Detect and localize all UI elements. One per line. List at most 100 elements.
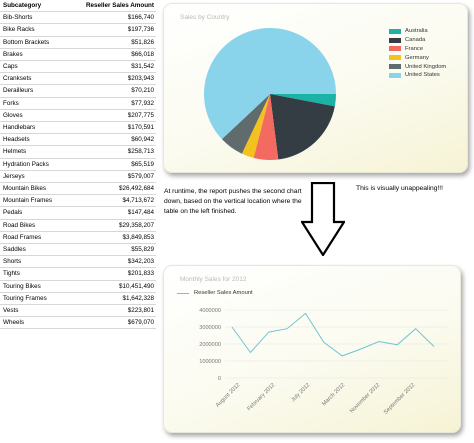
pie-slice-united-states bbox=[204, 27, 336, 140]
subcategory-cell: Caps bbox=[0, 60, 75, 74]
sales-amount-cell: $51,826 bbox=[75, 36, 156, 49]
y-tick-label: 0 bbox=[218, 376, 221, 382]
legend-item: Australia bbox=[389, 27, 446, 36]
subcategory-cell: Road Bikes bbox=[0, 219, 75, 232]
subcategory-cell: Vests bbox=[0, 304, 75, 318]
table-row: Saddles $55,829 bbox=[0, 243, 156, 257]
subcategory-cell: Pedals bbox=[0, 206, 75, 220]
table-row: Gloves $207,775 bbox=[0, 109, 156, 123]
subcategory-cell: Bottom Brackets bbox=[0, 36, 75, 49]
table-row: Shorts $342,203 bbox=[0, 255, 156, 269]
legend-swatch bbox=[389, 37, 401, 43]
chart-title: Monthly Sales for 2012 bbox=[180, 276, 247, 283]
table-row: Pedals $147,484 bbox=[0, 206, 156, 220]
sales-amount-cell: $679,070 bbox=[75, 316, 156, 330]
legend-swatch bbox=[389, 64, 401, 70]
sales-amount-cell: $579,007 bbox=[75, 170, 156, 184]
subcategory-cell: Handlebars bbox=[0, 121, 75, 135]
table-row: Brakes $66,018 bbox=[0, 48, 156, 62]
table-row: Derailleurs $70,210 bbox=[0, 84, 156, 98]
subcategory-cell: Headsets bbox=[0, 133, 75, 147]
legend-swatch bbox=[389, 28, 401, 34]
table-row: Caps $31,542 bbox=[0, 60, 156, 74]
subcategory-cell: Hydration Packs bbox=[0, 158, 75, 171]
sales-by-country-chart-card: Sales by Country Australia Canada France Ge… bbox=[163, 3, 468, 173]
sales-amount-cell: $66,018 bbox=[75, 48, 156, 62]
legend-label: France bbox=[405, 45, 424, 52]
sales-amount-cell: $55,829 bbox=[75, 243, 156, 257]
sales-amount-cell: $201,833 bbox=[75, 267, 156, 281]
y-tick-label: 3000000 bbox=[199, 325, 221, 331]
table-header-row: Subcategory Reseller Sales Amount bbox=[0, 0, 156, 13]
sales-amount-cell: $4,713,672 bbox=[75, 194, 156, 208]
subcategory-cell: Bib-Shorts bbox=[0, 11, 75, 25]
sales-amount-cell: $1,642,328 bbox=[75, 292, 156, 306]
subcategory-cell: Tights bbox=[0, 267, 75, 281]
sales-amount-cell: $70,210 bbox=[75, 84, 156, 98]
subcategory-cell: Gloves bbox=[0, 109, 75, 123]
sales-amount-cell: $207,775 bbox=[75, 109, 156, 123]
x-tick-label: November 2012 bbox=[349, 382, 381, 414]
legend-label: Australia bbox=[405, 28, 428, 35]
sales-amount-cell: $170,591 bbox=[75, 121, 156, 135]
column-header-subcategory: Subcategory bbox=[0, 0, 75, 13]
sales-amount-cell: $223,801 bbox=[75, 304, 156, 318]
x-tick-label: September 2012 bbox=[383, 382, 416, 415]
table-row: Cranksets $203,943 bbox=[0, 72, 156, 86]
subcategory-cell: Jerseys bbox=[0, 170, 75, 184]
unappealing-note: This is visually unappealing!!! bbox=[356, 185, 443, 192]
subcategory-cell: Brakes bbox=[0, 48, 75, 62]
table-row: Jerseys $579,007 bbox=[0, 170, 156, 184]
sales-amount-cell: $31,542 bbox=[75, 60, 156, 74]
legend-line-swatch bbox=[177, 292, 189, 294]
table-body: Bib-Shorts $166,740 Bike Racks $197,736 Bott… bbox=[0, 11, 156, 330]
pie-slice-united-kingdom bbox=[221, 94, 270, 154]
table-row: Hydration Packs $65,519 bbox=[0, 158, 156, 171]
sales-amount-cell: $60,942 bbox=[75, 133, 156, 147]
legend-label: Canada bbox=[405, 37, 426, 44]
sales-amount-cell: $3,849,853 bbox=[75, 231, 156, 245]
pie-slice-france bbox=[253, 94, 279, 161]
x-tick-label: March 2012 bbox=[321, 382, 346, 407]
y-tick-label: 2000000 bbox=[199, 342, 221, 348]
subcategory-cell: Derailleurs bbox=[0, 84, 75, 98]
subcategory-cell: Touring Frames bbox=[0, 292, 75, 306]
sales-amount-cell: $197,736 bbox=[75, 23, 156, 37]
table-row: Mountain Bikes $26,492,684 bbox=[0, 182, 156, 196]
subcategory-cell: Helmets bbox=[0, 145, 75, 159]
monthly-sales-chart-card: Monthly Sales for 2012 Reseller Sales Am… bbox=[163, 265, 461, 433]
subcategory-cell: Shorts bbox=[0, 255, 75, 269]
table-row: Touring Frames $1,642,328 bbox=[0, 292, 156, 306]
table-row: Helmets $258,713 bbox=[0, 145, 156, 159]
sales-table: Subcategory Reseller Sales Amount Bib-Sh… bbox=[0, 0, 156, 330]
sales-amount-cell: $147,484 bbox=[75, 206, 156, 220]
subcategory-cell: Touring Bikes bbox=[0, 280, 75, 293]
sales-amount-cell: $65,519 bbox=[75, 158, 156, 171]
y-tick-label: 4000000 bbox=[199, 308, 221, 314]
legend-label: Germany bbox=[405, 54, 429, 61]
legend-item: United Kingdom bbox=[389, 62, 446, 71]
table-row: Bib-Shorts $166,740 bbox=[0, 11, 156, 25]
pie-slice-germany bbox=[241, 94, 270, 158]
table-row: Bike Racks $197,736 bbox=[0, 23, 156, 37]
subcategory-cell: Mountain Bikes bbox=[0, 182, 75, 196]
pie-chart bbox=[204, 27, 336, 161]
down-arrow-icon bbox=[301, 182, 345, 256]
sales-amount-cell: $166,740 bbox=[75, 11, 156, 25]
line-legend: Reseller Sales Amount bbox=[177, 290, 253, 296]
table-row: Bottom Brackets $51,826 bbox=[0, 36, 156, 49]
subcategory-cell: Mountain Frames bbox=[0, 194, 75, 208]
legend-item: Germany bbox=[389, 53, 446, 62]
table-row: Tights $201,833 bbox=[0, 267, 156, 281]
subcategory-cell: Road Frames bbox=[0, 231, 75, 245]
y-tick-label: 1000000 bbox=[199, 359, 221, 365]
x-tick-label: July 2012 bbox=[290, 382, 311, 403]
line-chart: 0 1000000 2000000 3000000 4000000 August 2012… bbox=[199, 308, 448, 416]
table-row: Vests $223,801 bbox=[0, 304, 156, 318]
table-row: Road Frames $3,849,853 bbox=[0, 231, 156, 245]
sales-amount-cell: $258,713 bbox=[75, 145, 156, 159]
chart-title: Sales by Country bbox=[180, 14, 230, 21]
subcategory-cell: Cranksets bbox=[0, 72, 75, 86]
pie-slice-canada bbox=[270, 94, 335, 160]
table-row: Headsets $60,942 bbox=[0, 133, 156, 147]
